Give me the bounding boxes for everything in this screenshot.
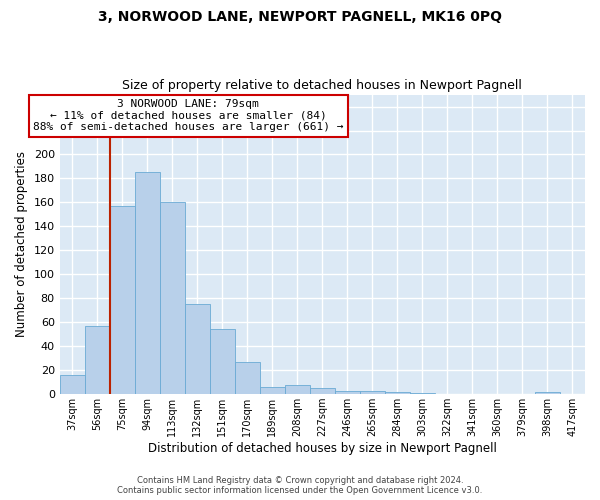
Y-axis label: Number of detached properties: Number of detached properties	[15, 152, 28, 338]
Bar	[160, 202, 185, 394]
Bar	[85, 326, 110, 394]
Bar	[59, 375, 85, 394]
Bar	[185, 304, 210, 394]
Bar	[310, 388, 335, 394]
Bar	[135, 172, 160, 394]
Bar	[235, 362, 260, 394]
Text: 3 NORWOOD LANE: 79sqm
← 11% of detached houses are smaller (84)
88% of semi-deta: 3 NORWOOD LANE: 79sqm ← 11% of detached …	[33, 99, 344, 132]
Bar	[335, 390, 360, 394]
Bar	[410, 393, 435, 394]
Text: Contains HM Land Registry data © Crown copyright and database right 2024.
Contai: Contains HM Land Registry data © Crown c…	[118, 476, 482, 495]
Bar	[285, 384, 310, 394]
X-axis label: Distribution of detached houses by size in Newport Pagnell: Distribution of detached houses by size …	[148, 442, 497, 455]
Bar	[110, 206, 135, 394]
Bar	[210, 330, 235, 394]
Title: Size of property relative to detached houses in Newport Pagnell: Size of property relative to detached ho…	[122, 79, 522, 92]
Bar	[535, 392, 560, 394]
Text: 3, NORWOOD LANE, NEWPORT PAGNELL, MK16 0PQ: 3, NORWOOD LANE, NEWPORT PAGNELL, MK16 0…	[98, 10, 502, 24]
Bar	[260, 387, 285, 394]
Bar	[360, 390, 385, 394]
Bar	[385, 392, 410, 394]
